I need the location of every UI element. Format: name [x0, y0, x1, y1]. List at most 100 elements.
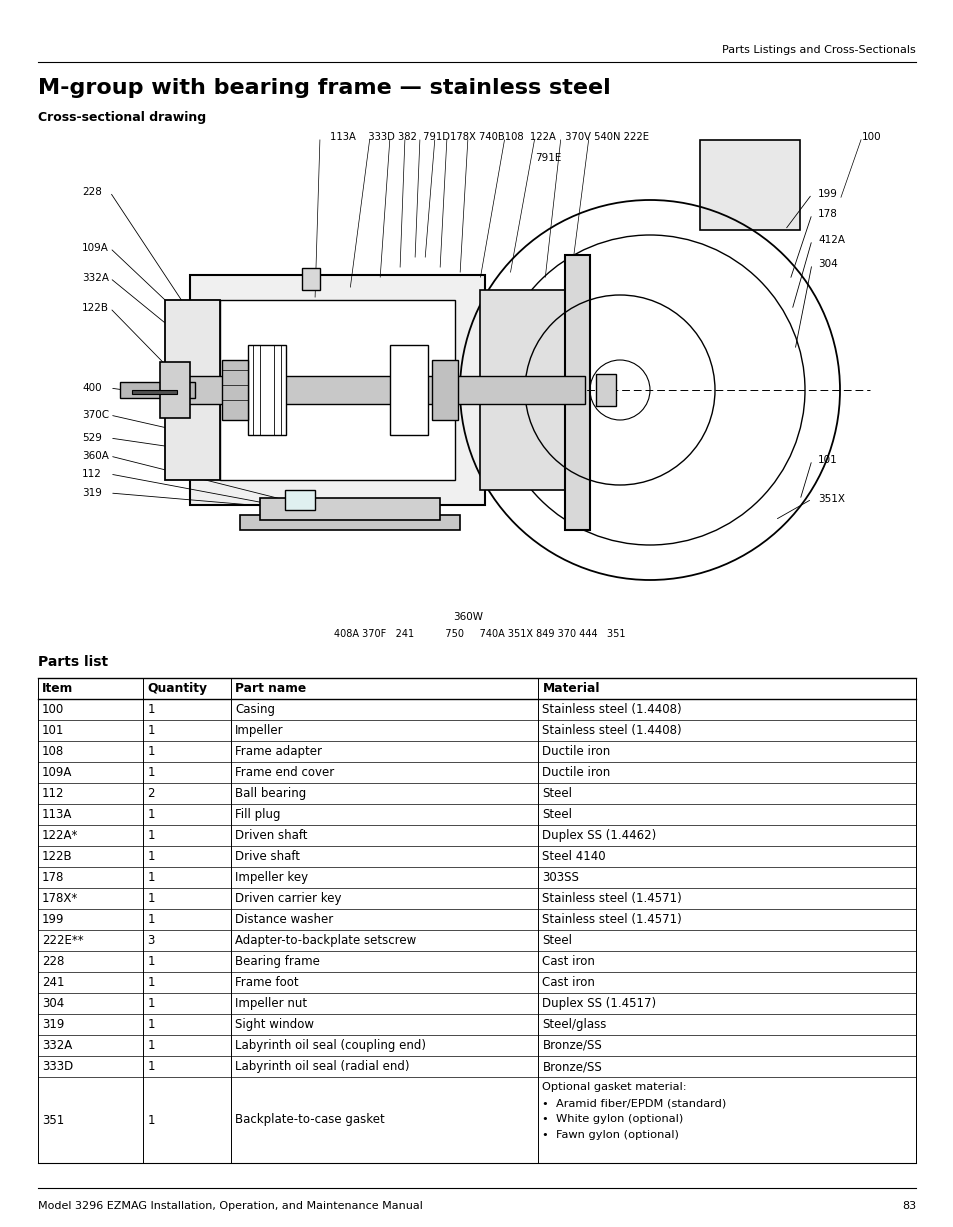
Text: 112: 112 [42, 787, 65, 800]
Text: Ductile iron: Ductile iron [542, 745, 610, 758]
Text: 109A: 109A [42, 766, 72, 779]
Text: 199: 199 [42, 913, 65, 926]
Text: 319: 319 [82, 488, 102, 498]
Text: Parts list: Parts list [38, 655, 108, 669]
Text: Distance washer: Distance washer [234, 913, 333, 926]
Text: M-group with bearing frame — stainless steel: M-group with bearing frame — stainless s… [38, 79, 610, 98]
Text: 122B: 122B [42, 850, 72, 863]
Text: 1: 1 [147, 1018, 154, 1031]
Text: 400: 400 [82, 383, 102, 393]
Text: 529: 529 [82, 433, 102, 443]
Text: 1: 1 [147, 975, 154, 989]
Text: Steel 4140: Steel 4140 [542, 850, 605, 863]
Text: Bronze/SS: Bronze/SS [542, 1060, 601, 1072]
Text: 228: 228 [82, 187, 102, 198]
Text: 333D: 333D [42, 1060, 73, 1072]
Text: Impeller key: Impeller key [234, 871, 308, 883]
Text: 1: 1 [147, 766, 154, 779]
Text: 1: 1 [147, 809, 154, 821]
Text: 1: 1 [147, 1039, 154, 1052]
Text: Steel: Steel [542, 934, 572, 947]
Text: Steel/glass: Steel/glass [542, 1018, 606, 1031]
Text: Adapter-to-backplate setscrew: Adapter-to-backplate setscrew [234, 934, 416, 947]
Text: 3: 3 [147, 934, 154, 947]
Text: 109A: 109A [82, 243, 109, 253]
Text: 1: 1 [147, 913, 154, 926]
Text: Ductile iron: Ductile iron [542, 766, 610, 779]
Text: Steel: Steel [542, 809, 572, 821]
Text: 101: 101 [817, 455, 837, 465]
Text: Sight window: Sight window [234, 1018, 314, 1031]
Text: Stainless steel (1.4408): Stainless steel (1.4408) [542, 724, 681, 737]
FancyBboxPatch shape [120, 382, 194, 398]
Text: 222E**: 222E** [42, 934, 84, 947]
Text: Cross-sectional drawing: Cross-sectional drawing [38, 112, 206, 124]
Text: 122A*: 122A* [42, 829, 78, 842]
FancyBboxPatch shape [240, 515, 459, 530]
Text: Material: Material [542, 682, 599, 694]
Text: 319: 319 [42, 1018, 64, 1031]
Text: Casing: Casing [234, 703, 274, 717]
Text: Model 3296 EZMAG Installation, Operation, and Maintenance Manual: Model 3296 EZMAG Installation, Operation… [38, 1201, 422, 1211]
Text: Bronze/SS: Bronze/SS [542, 1039, 601, 1052]
Text: 360W: 360W [453, 612, 482, 622]
Text: 1: 1 [147, 955, 154, 968]
Text: Item: Item [42, 682, 73, 694]
Text: Labyrinth oil seal (radial end): Labyrinth oil seal (radial end) [234, 1060, 409, 1072]
FancyBboxPatch shape [165, 375, 584, 404]
Text: Fill plug: Fill plug [234, 809, 280, 821]
Text: Impeller: Impeller [234, 724, 283, 737]
Text: Cast iron: Cast iron [542, 975, 595, 989]
Text: 1: 1 [147, 724, 154, 737]
FancyBboxPatch shape [165, 299, 220, 480]
Text: 303SS: 303SS [542, 871, 578, 883]
Text: Stainless steel (1.4571): Stainless steel (1.4571) [542, 913, 681, 926]
Text: 1: 1 [147, 850, 154, 863]
Text: Ball bearing: Ball bearing [234, 787, 306, 800]
Text: 178: 178 [817, 209, 837, 218]
Text: 108: 108 [42, 745, 64, 758]
Text: Steel: Steel [542, 787, 572, 800]
Text: Parts Listings and Cross-Sectionals: Parts Listings and Cross-Sectionals [721, 45, 915, 55]
Text: 1: 1 [147, 998, 154, 1010]
Text: 113A: 113A [42, 809, 72, 821]
Text: 83: 83 [901, 1201, 915, 1211]
Text: 112: 112 [82, 469, 102, 479]
FancyBboxPatch shape [132, 390, 177, 394]
Text: •  White gylon (optional): • White gylon (optional) [542, 1114, 683, 1124]
Text: 2: 2 [147, 787, 154, 800]
Text: 304: 304 [817, 259, 837, 269]
Text: 332A: 332A [42, 1039, 72, 1052]
FancyBboxPatch shape [302, 267, 319, 290]
Text: Duplex SS (1.4462): Duplex SS (1.4462) [542, 829, 656, 842]
Text: Quantity: Quantity [147, 682, 207, 694]
Text: Driven carrier key: Driven carrier key [234, 892, 341, 906]
Text: 412A: 412A [817, 236, 844, 245]
FancyBboxPatch shape [700, 140, 800, 229]
Text: Backplate-to-case gasket: Backplate-to-case gasket [234, 1113, 384, 1126]
Text: 199: 199 [817, 189, 837, 199]
Text: 351: 351 [42, 1113, 64, 1126]
Text: 1: 1 [147, 1060, 154, 1072]
Text: 100: 100 [862, 133, 881, 142]
Text: Optional gasket material:: Optional gasket material: [542, 1082, 686, 1092]
Text: 178X*: 178X* [42, 892, 78, 906]
Text: 1: 1 [147, 745, 154, 758]
Text: Labyrinth oil seal (coupling end): Labyrinth oil seal (coupling end) [234, 1039, 426, 1052]
FancyBboxPatch shape [564, 255, 589, 530]
Text: Bearing frame: Bearing frame [234, 955, 319, 968]
Text: Part name: Part name [234, 682, 306, 694]
Text: 408A 370F   241          750     740A 351X 849 370 444   351: 408A 370F 241 750 740A 351X 849 370 444 … [334, 629, 625, 639]
FancyBboxPatch shape [432, 360, 457, 420]
Text: Frame foot: Frame foot [234, 975, 298, 989]
Text: 370C: 370C [82, 410, 109, 420]
Text: Driven shaft: Driven shaft [234, 829, 307, 842]
Text: 1: 1 [147, 1113, 154, 1126]
Text: Stainless steel (1.4408): Stainless steel (1.4408) [542, 703, 681, 717]
Text: 332A: 332A [82, 272, 109, 283]
Text: 1: 1 [147, 871, 154, 883]
FancyBboxPatch shape [220, 299, 455, 480]
Text: •  Fawn gylon (optional): • Fawn gylon (optional) [542, 1130, 679, 1140]
FancyBboxPatch shape [479, 290, 564, 490]
FancyBboxPatch shape [160, 362, 190, 418]
